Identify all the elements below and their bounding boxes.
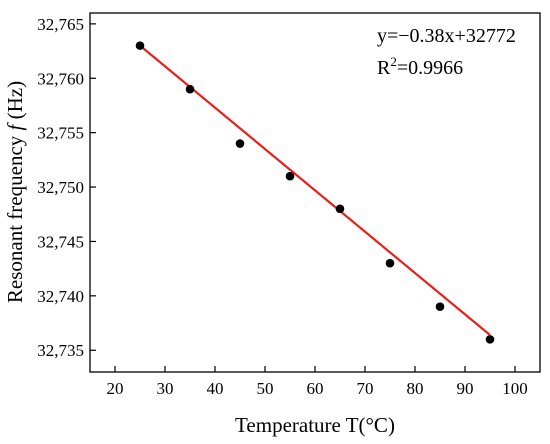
data-point	[335, 204, 345, 214]
data-point	[285, 171, 295, 181]
r-squared-value: =0.9966	[397, 57, 463, 79]
x-tick-label: 70	[357, 379, 374, 398]
r-squared-annotation: R2=0.9966	[377, 54, 463, 79]
data-series	[135, 41, 495, 344]
x-tick-label: 80	[407, 379, 424, 398]
x-tick-label: 60	[307, 379, 324, 398]
y-tick-label: 32,755	[37, 124, 84, 143]
y-axis-label: Resonant frequency f (Hz)	[3, 81, 27, 303]
equation-annotation: y=−0.38x+32772	[377, 25, 516, 47]
x-tick-label: 30	[157, 379, 174, 398]
data-point	[235, 139, 245, 148]
y-tick-label: 32,740	[37, 287, 84, 306]
data-point	[385, 258, 395, 268]
y-tick-label: 32,735	[37, 341, 84, 360]
y-tick-label: 32,765	[37, 15, 84, 34]
plot-frame	[89, 12, 541, 373]
data-point	[185, 84, 195, 94]
fit-line	[139, 44, 491, 336]
data-point	[135, 41, 145, 50]
r-squared-symbol: R	[377, 57, 391, 79]
y-axis-label-symbol: f	[3, 121, 27, 130]
y-axis-label-unit: (Hz)	[3, 81, 27, 125]
x-tick-label: 50	[257, 379, 274, 398]
y-tick-label: 32,760	[37, 69, 84, 88]
r-squared-exponent: 2	[390, 54, 397, 69]
x-axis-label: Temperature T(°C)	[235, 413, 395, 437]
x-tick-label: 90	[457, 379, 474, 398]
x-tick-label: 20	[107, 379, 124, 398]
y-axis: 32,735 32,740 32,745 32,750 32,755 32,760 32,7…	[37, 15, 96, 360]
x-tick-label: 40	[207, 379, 224, 398]
data-point	[485, 335, 495, 344]
y-axis-label-text: Resonant frequency	[3, 130, 27, 303]
data-point	[435, 302, 445, 312]
x-tick-label: 100	[502, 379, 528, 398]
y-tick-label: 32,750	[37, 178, 84, 197]
y-tick-label: 32,745	[37, 232, 84, 251]
x-axis: 20 30 40 50 60 70 80 90 100	[107, 366, 528, 398]
